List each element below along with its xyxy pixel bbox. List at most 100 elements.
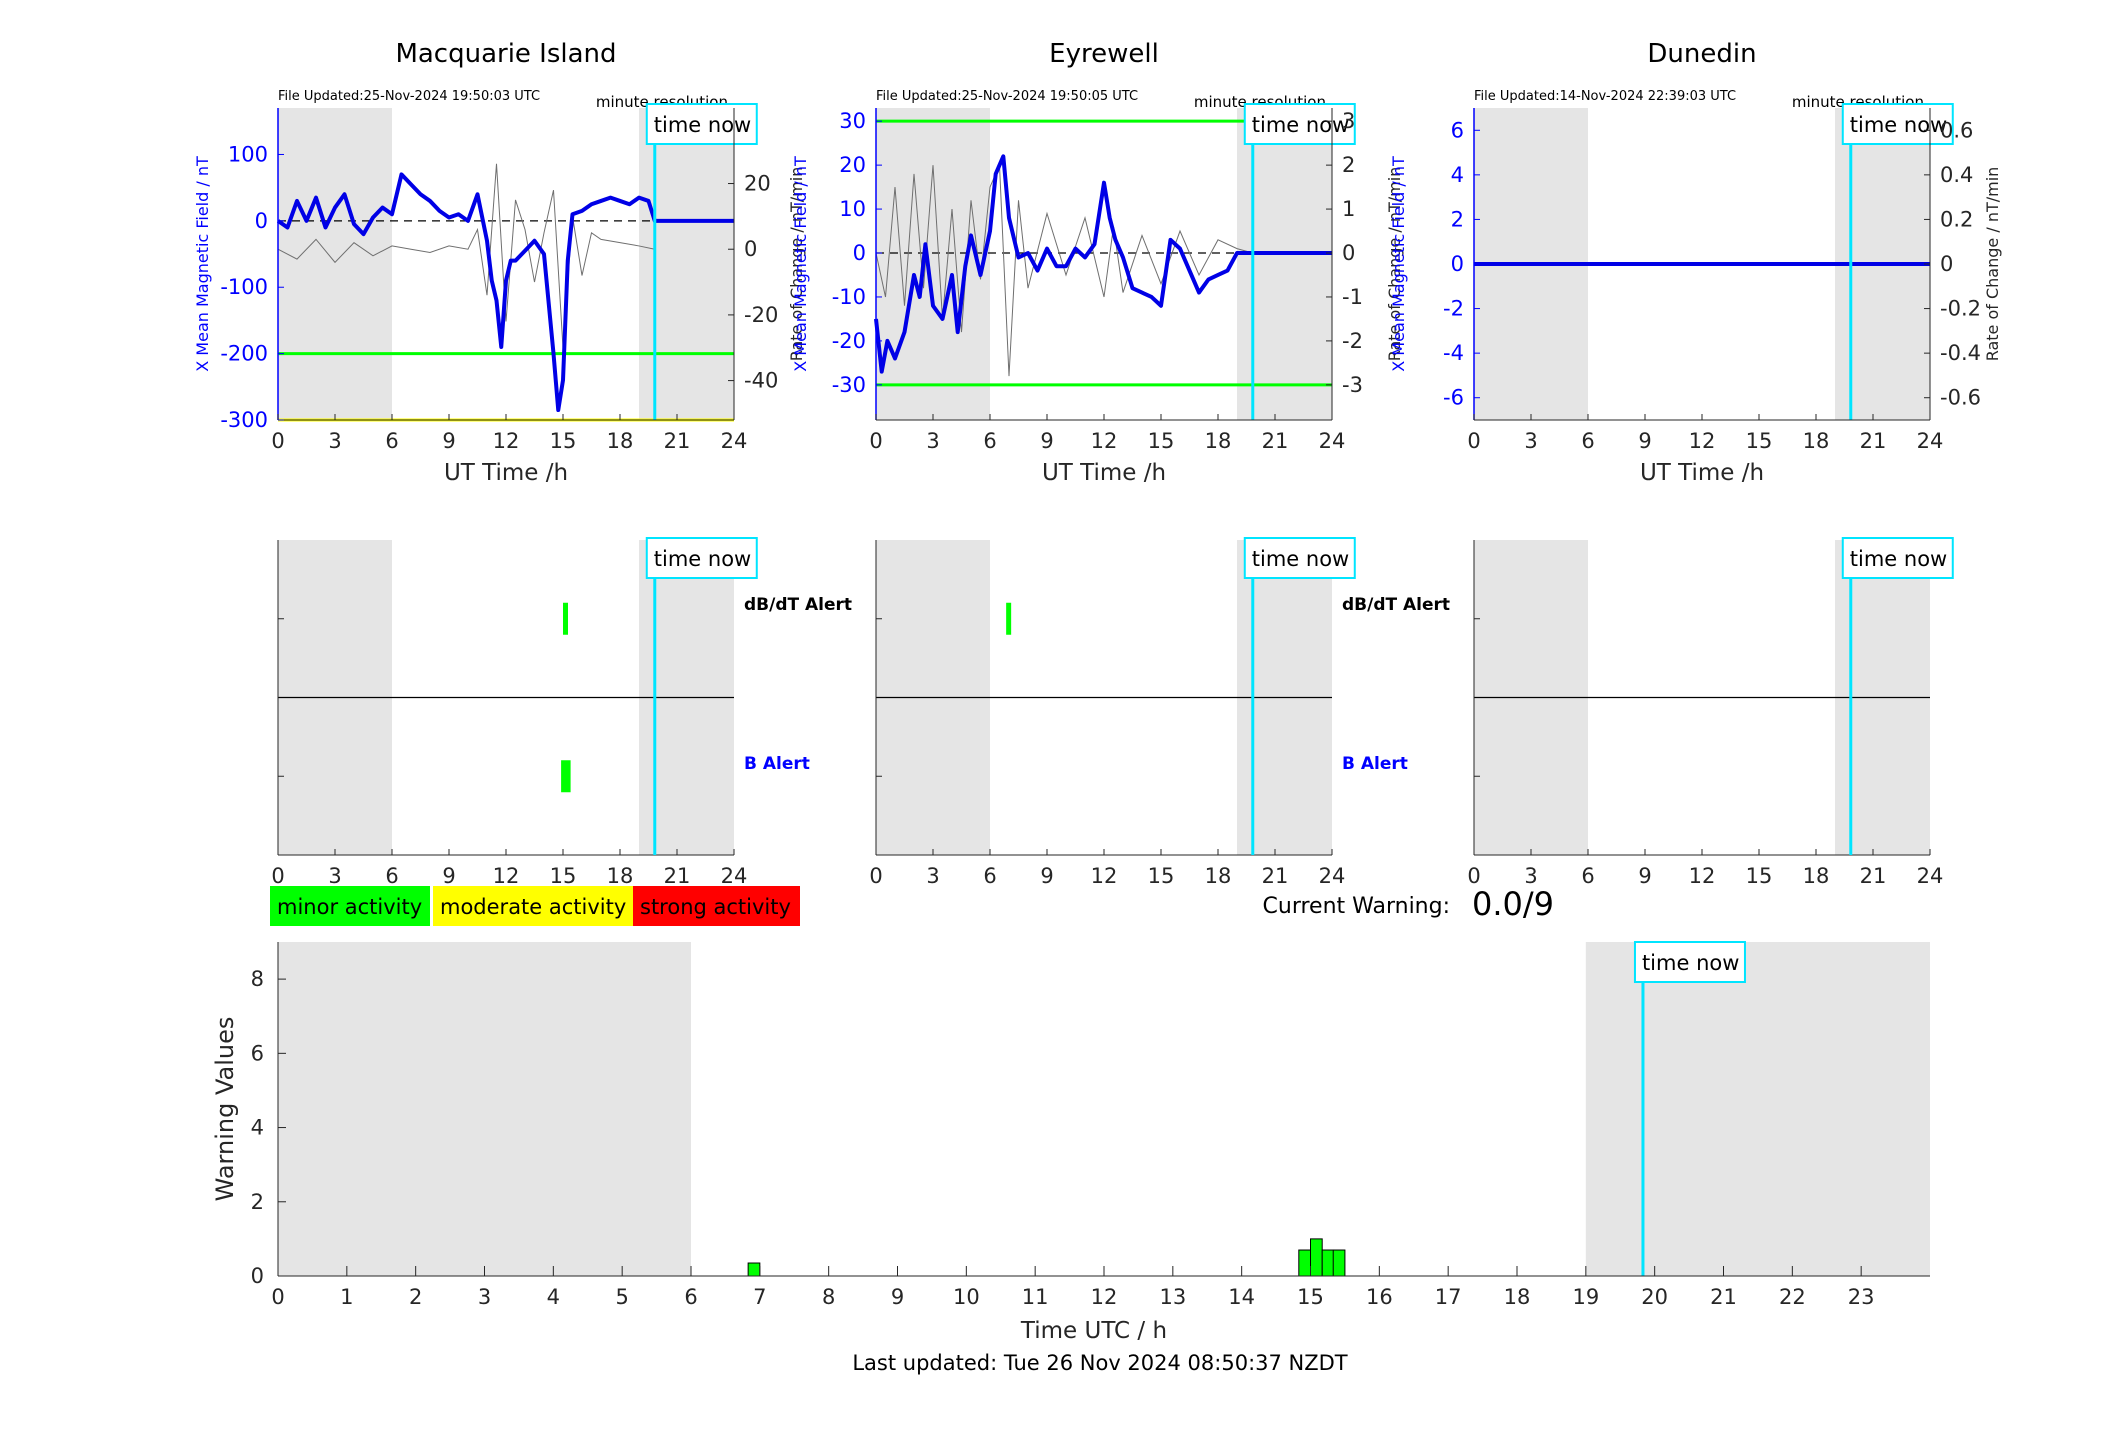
file-updated-text: File Updated:25-Nov-2024 19:50:03 UTC bbox=[278, 89, 540, 104]
x-tick-label: 21 bbox=[1860, 864, 1887, 888]
x-tick-label: 0 bbox=[271, 429, 284, 453]
x-tick-label: 2 bbox=[409, 1285, 422, 1309]
chart-title: Eyrewell bbox=[1049, 39, 1159, 69]
x-tick-label: 0 bbox=[869, 429, 882, 453]
x-tick-label: 9 bbox=[891, 1285, 904, 1309]
y-tick-label: -100 bbox=[220, 275, 268, 299]
x-tick-label: 7 bbox=[753, 1285, 766, 1309]
legend-label: strong activity bbox=[640, 895, 791, 919]
time-now-box bbox=[1633, 941, 1746, 983]
y-right-tick-label: 0.4 bbox=[1940, 163, 1973, 187]
x-tick-label: 3 bbox=[478, 1285, 491, 1309]
y-tick-label: 6 bbox=[1451, 118, 1464, 142]
x-tick-label: 12 bbox=[1689, 864, 1716, 888]
time-now-label: time now bbox=[1252, 113, 1349, 137]
x-tick-label: 20 bbox=[1641, 1285, 1668, 1309]
x-tick-label: 6 bbox=[1581, 864, 1594, 888]
y-right-axis-label: Rate of Change / nT/min bbox=[1385, 167, 1404, 362]
x-tick-label: 15 bbox=[1148, 864, 1175, 888]
chart-title: Macquarie Island bbox=[395, 39, 616, 69]
alert-bar bbox=[561, 760, 571, 793]
y-tick-label: 0 bbox=[255, 209, 268, 233]
time-now-label: time now bbox=[1850, 547, 1947, 571]
y-right-axis-label: Rate of Change / nT/min bbox=[1983, 167, 2002, 362]
y-tick-label: 4 bbox=[1451, 163, 1464, 187]
activity-legend: minor activity moderate activity strong ac… bbox=[270, 886, 800, 926]
y-tick-label: -10 bbox=[832, 285, 866, 309]
shaded-region bbox=[278, 942, 691, 1276]
x-tick-label: 21 bbox=[1710, 1285, 1737, 1309]
x-tick-label: 15 bbox=[1148, 429, 1175, 453]
field-line bbox=[276, 172, 734, 413]
shaded-region bbox=[278, 108, 392, 420]
panel-eyrewell: Eyrewell File Updated:25-Nov-2024 19:50:0… bbox=[791, 39, 1404, 486]
y-right-tick-label: -1 bbox=[1342, 285, 1363, 309]
x-tick-label: 24 bbox=[1917, 429, 1944, 453]
chart-title: Dunedin bbox=[1647, 39, 1756, 69]
file-updated-text: File Updated:14-Nov-2024 22:39:03 UTC bbox=[1474, 89, 1736, 104]
x-tick-label: 4 bbox=[547, 1285, 560, 1309]
x-tick-label: 22 bbox=[1779, 1285, 1806, 1309]
x-tick-label: 16 bbox=[1366, 1285, 1393, 1309]
y-right-tick-label: 0.6 bbox=[1940, 118, 1973, 142]
x-tick-label: 18 bbox=[607, 429, 634, 453]
x-tick-label: 1 bbox=[340, 1285, 353, 1309]
x-tick-label: 6 bbox=[1581, 429, 1594, 453]
x-tick-label: 9 bbox=[1040, 429, 1053, 453]
y-tick-label: 6 bbox=[251, 1041, 264, 1065]
legend-swatch bbox=[270, 886, 430, 926]
time-now-box bbox=[1841, 103, 1954, 145]
y-tick-label: -4 bbox=[1443, 341, 1464, 365]
legend-label: moderate activity bbox=[440, 895, 626, 919]
y-tick-label: -2 bbox=[1443, 297, 1464, 321]
x-tick-label: 15 bbox=[1297, 1285, 1324, 1309]
y-axis-label: X Mean Magnetic Field / nT bbox=[1389, 156, 1408, 372]
x-tick-label: 0 bbox=[271, 1285, 284, 1309]
x-tick-label: 6 bbox=[983, 429, 996, 453]
x-tick-label: 9 bbox=[1638, 864, 1651, 888]
x-axis-label: Time UTC / h bbox=[1020, 1318, 1167, 1344]
panel-dunedin: Dunedin File Updated:14-Nov-2024 22:39:03… bbox=[1389, 39, 2002, 486]
shaded-region bbox=[1585, 942, 1930, 1276]
x-tick-label: 12 bbox=[1091, 1285, 1118, 1309]
x-tick-label: 18 bbox=[1803, 429, 1830, 453]
x-tick-label: 23 bbox=[1848, 1285, 1875, 1309]
y-tick-label: -30 bbox=[832, 373, 866, 397]
field-line bbox=[874, 154, 1332, 374]
y-tick-label: 10 bbox=[839, 197, 866, 221]
x-tick-label: 3 bbox=[1524, 864, 1537, 888]
y-tick-label: 2 bbox=[251, 1190, 264, 1214]
x-axis-label: UT Time /h bbox=[1640, 460, 1764, 486]
x-tick-label: 18 bbox=[1205, 429, 1232, 453]
x-tick-label: 3 bbox=[328, 429, 341, 453]
x-tick-label: 6 bbox=[385, 864, 398, 888]
y-right-tick-label: 0 bbox=[744, 237, 757, 261]
x-tick-label: 5 bbox=[615, 1285, 628, 1309]
x-tick-label: 3 bbox=[926, 429, 939, 453]
time-now-box bbox=[1841, 537, 1954, 579]
x-tick-label: 15 bbox=[1746, 429, 1773, 453]
x-tick-label: 15 bbox=[550, 429, 577, 453]
y-axis-label: Warning Values bbox=[211, 1017, 239, 1202]
x-tick-label: 3 bbox=[926, 864, 939, 888]
last-updated-text: Last updated: Tue 26 Nov 2024 08:50:37 N… bbox=[852, 1351, 1347, 1375]
x-tick-label: 17 bbox=[1435, 1285, 1462, 1309]
x-tick-label: 6 bbox=[983, 864, 996, 888]
x-tick-label: 12 bbox=[493, 864, 520, 888]
alert-panel-dunedin: time now 0 3 6 9 12 15 18 21 24 bbox=[1467, 537, 1954, 888]
x-tick-label: 21 bbox=[664, 864, 691, 888]
dbdt-alert-label: dB/dT Alert bbox=[1342, 595, 1450, 615]
x-tick-label: 13 bbox=[1159, 1285, 1186, 1309]
x-tick-label: 8 bbox=[822, 1285, 835, 1309]
y-right-tick-label: 1 bbox=[1342, 197, 1355, 221]
warning-bar bbox=[747, 1262, 761, 1277]
x-tick-label: 12 bbox=[1689, 429, 1716, 453]
b-alert-label: B Alert bbox=[744, 754, 810, 774]
x-tick-label: 15 bbox=[550, 864, 577, 888]
y-right-tick-label: -20 bbox=[744, 303, 778, 327]
time-now-box bbox=[1243, 537, 1356, 579]
panel-macquarie: Macquarie Island File Updated:25-Nov-2024… bbox=[193, 39, 806, 486]
